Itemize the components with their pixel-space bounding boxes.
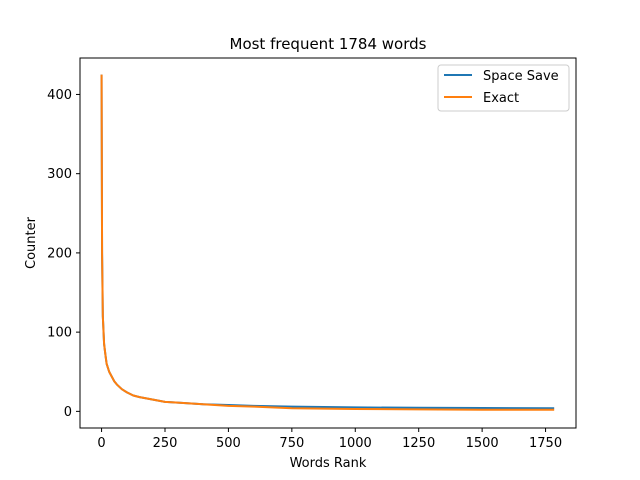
x-axis-label: Words Rank bbox=[290, 456, 367, 471]
legend-box bbox=[437, 64, 570, 112]
x-axis-ticks: 0 250 500 750 1000 1250 1500 1750 bbox=[97, 428, 562, 451]
y-tick-label: 100 bbox=[47, 326, 72, 341]
x-tick-label: 250 bbox=[153, 436, 178, 451]
plot-frame bbox=[79, 57, 577, 429]
x-tick-label: 500 bbox=[216, 436, 241, 451]
x-tick-label: 1000 bbox=[339, 436, 372, 451]
x-tick-label: 1250 bbox=[402, 436, 435, 451]
chart-title: Most frequent 1784 words bbox=[230, 35, 427, 53]
y-tick-label: 0 bbox=[64, 405, 72, 420]
x-tick-label: 1750 bbox=[529, 436, 562, 451]
x-tick-label: 0 bbox=[97, 436, 105, 451]
x-tick-label: 750 bbox=[279, 436, 304, 451]
x-tick-label: 1500 bbox=[466, 436, 499, 451]
y-tick-label: 300 bbox=[47, 167, 72, 182]
y-axis-label: Counter bbox=[24, 216, 39, 269]
legend-label-space-save: Space Save bbox=[483, 69, 559, 84]
series-lines bbox=[100, 74, 555, 411]
y-axis-ticks: 0 100 200 300 400 bbox=[47, 88, 80, 420]
legend-label-exact: Exact bbox=[483, 91, 519, 106]
series-line-exact bbox=[100, 74, 555, 411]
legend: Space Save Exact bbox=[437, 64, 570, 112]
y-tick-label: 200 bbox=[47, 246, 72, 261]
y-tick-label: 400 bbox=[47, 88, 72, 103]
